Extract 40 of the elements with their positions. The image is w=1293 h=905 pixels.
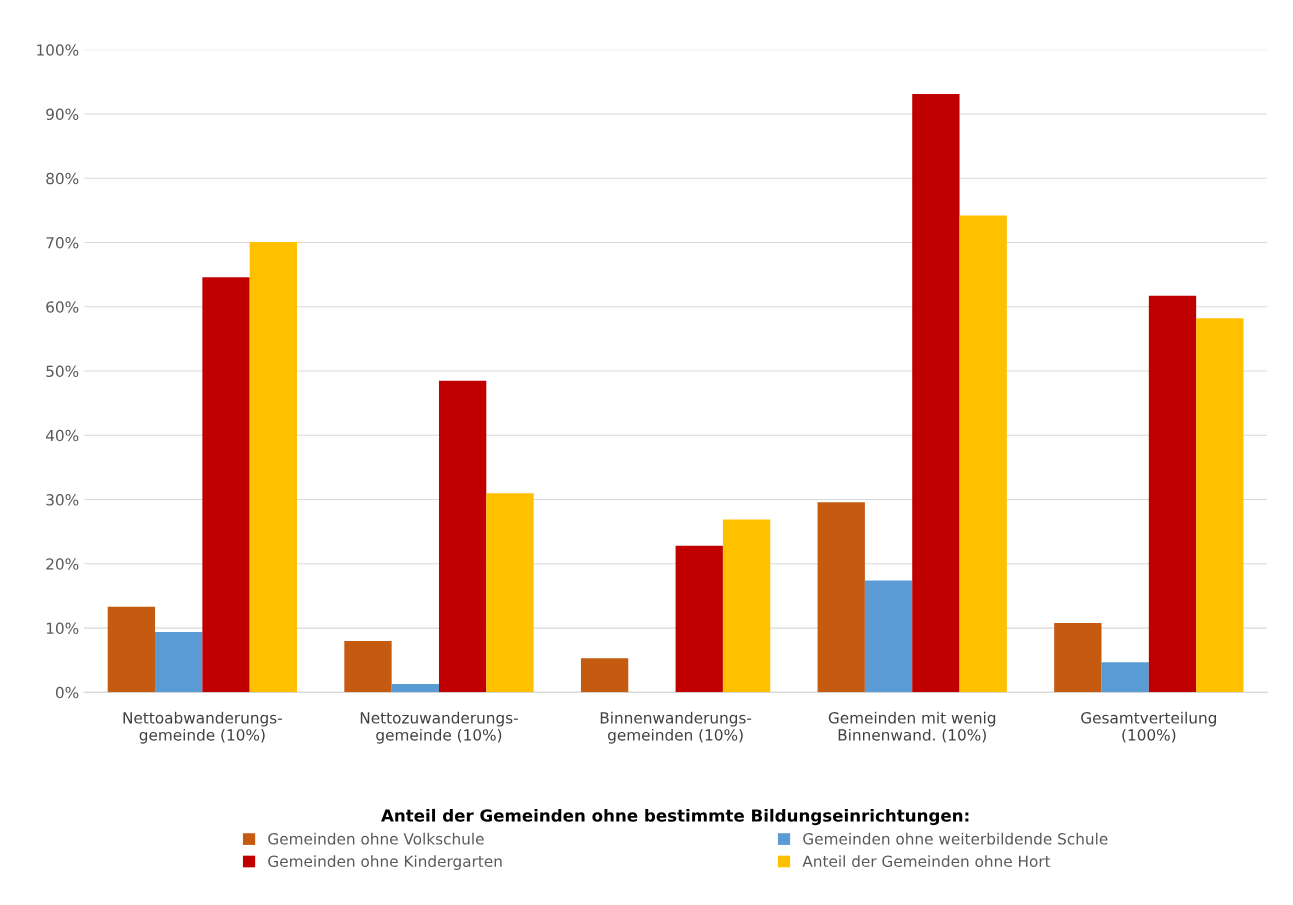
y-tick-label: 90% xyxy=(46,108,79,121)
bar xyxy=(580,658,629,693)
legend-label: Gemeinden ohne weiterbildende Schule xyxy=(803,832,1108,845)
x-tick-label: Binnenwanderungs- gemeinden (10%) xyxy=(600,711,752,744)
bar xyxy=(864,580,913,693)
bar xyxy=(486,493,534,693)
bar xyxy=(438,380,487,693)
y-tick-label: 80% xyxy=(46,172,79,185)
bar xyxy=(1148,295,1197,693)
bar xyxy=(817,502,865,693)
y-tick-label: 60% xyxy=(46,301,79,313)
legend-label: Anteil der Gemeinden ohne Hort xyxy=(802,855,1051,868)
bar xyxy=(675,545,723,693)
y-tick-label: 0% xyxy=(55,686,79,699)
bar xyxy=(912,94,960,693)
bar xyxy=(722,519,771,693)
bar xyxy=(1101,662,1149,693)
y-tick-label: 40% xyxy=(45,429,79,442)
bar xyxy=(202,277,250,693)
bar xyxy=(344,640,392,693)
x-tick-label: Nettozuwanderungs- gemeinde (10%) xyxy=(360,711,518,744)
x-tick-label: Gesamtverteilung (100%) xyxy=(1081,711,1216,743)
y-tick-label: 100% xyxy=(37,44,79,56)
bar xyxy=(1054,622,1102,693)
bar xyxy=(1196,318,1244,693)
bar xyxy=(107,606,156,693)
y-tick-label: 30% xyxy=(46,494,79,506)
bar xyxy=(391,683,439,693)
legend-label: Gemeinden ohne Kindergarten xyxy=(268,855,502,870)
x-tick-label: Gemeinden mit wenig Binnenwand. (10%) xyxy=(828,711,996,743)
y-tick-label: 20% xyxy=(46,558,79,570)
legend-label: Gemeinden ohne Volkschule xyxy=(268,832,484,845)
legend-title: Anteil der Gemeinden ohne bestimmte Bildungseinrichtungen: xyxy=(381,808,969,826)
bar xyxy=(249,241,297,693)
bar xyxy=(155,631,203,693)
y-tick-label: 70% xyxy=(46,237,79,249)
y-tick-label: 50% xyxy=(46,365,79,378)
x-tick-label: Nettoabwanderungs- gemeinde (10%) xyxy=(123,711,282,744)
bar xyxy=(959,215,1007,693)
y-tick-label: 10% xyxy=(46,622,79,635)
